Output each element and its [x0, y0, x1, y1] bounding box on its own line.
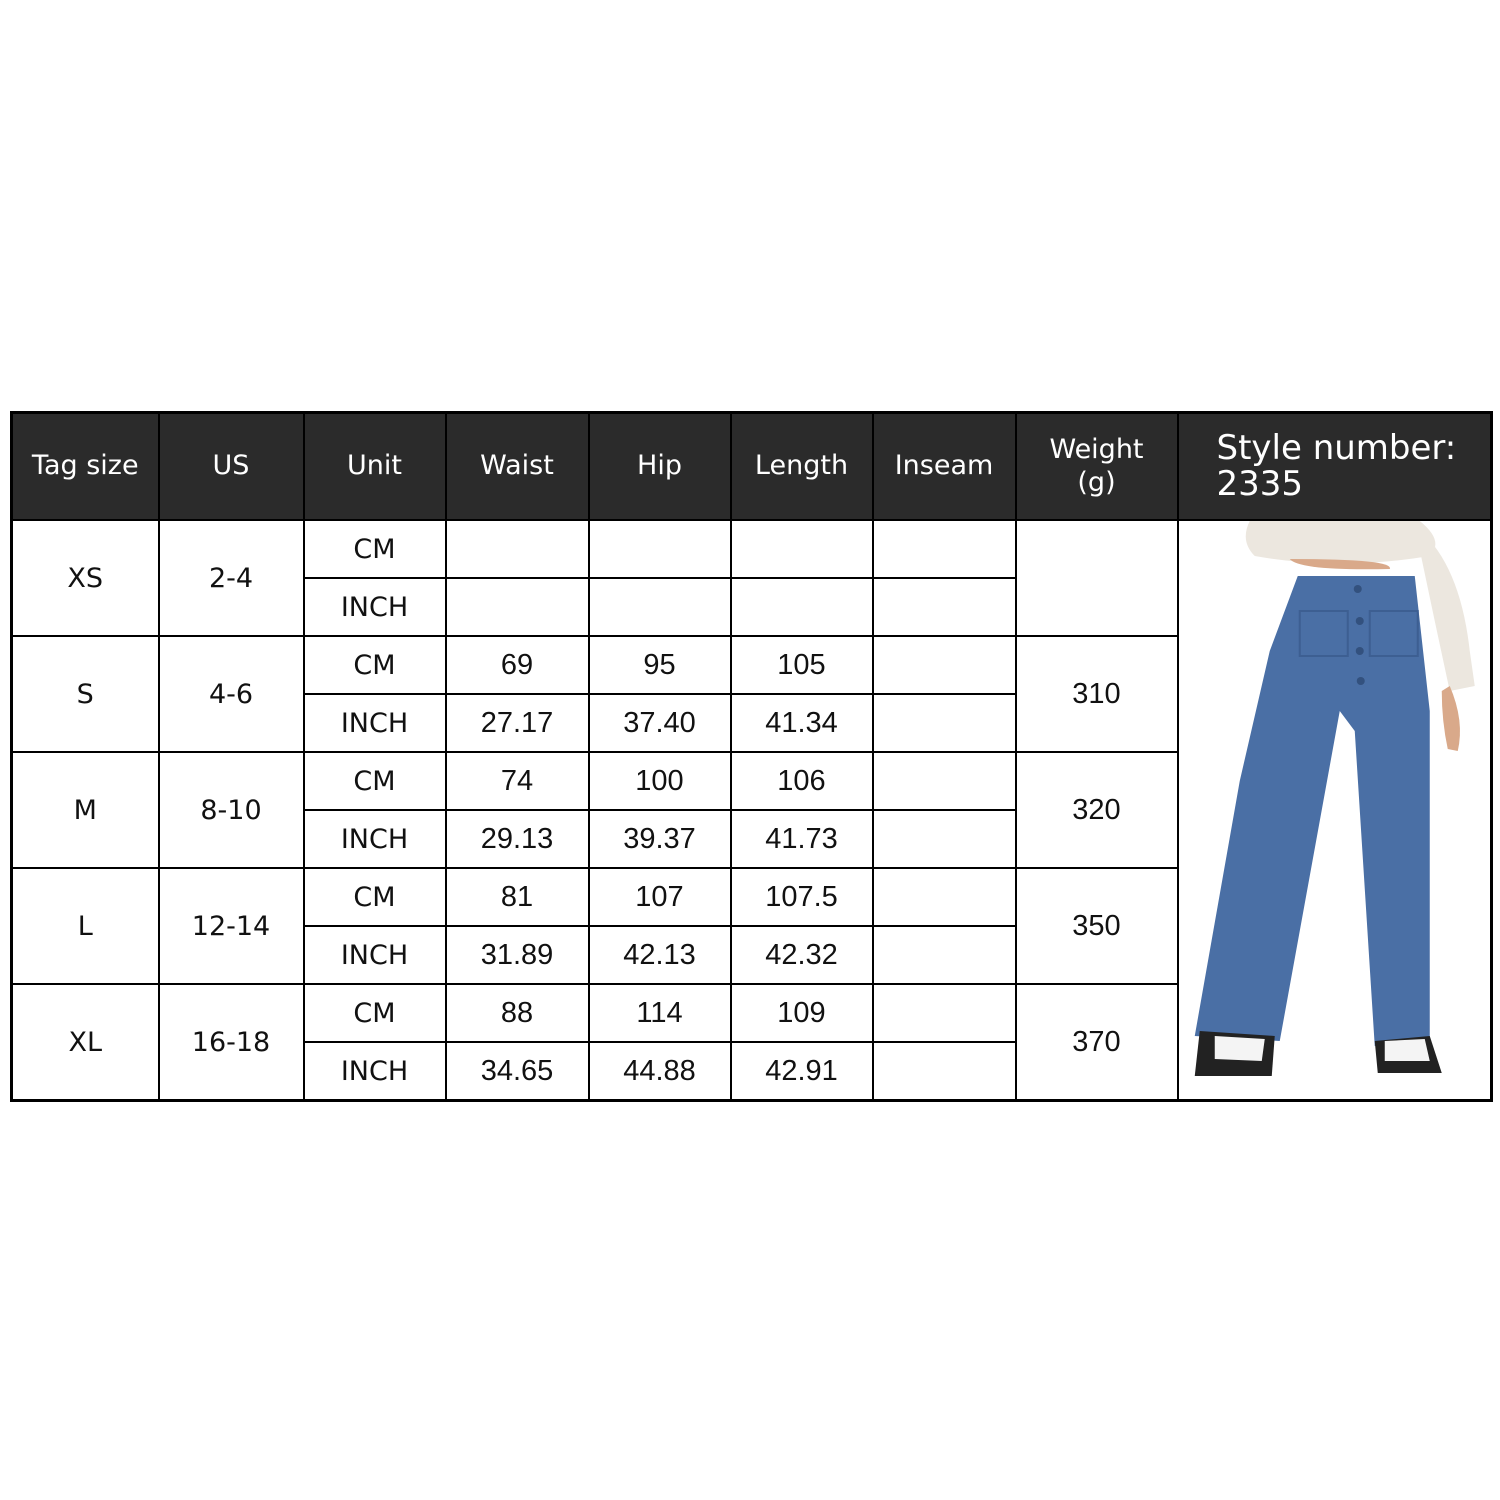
size-row-m-cm: M 8-10 CM 74 100 106 320: [10, 751, 1492, 869]
weight-cell: 310: [1014, 635, 1179, 753]
waist-cell: 31.89: [444, 925, 590, 985]
inseam-cell: [871, 577, 1017, 637]
header-inseam: Inseam: [871, 411, 1017, 521]
us-size-cell: 2-4: [157, 519, 305, 637]
unit-cell: INCH: [302, 925, 447, 985]
inseam-cell: [871, 867, 1017, 927]
waist-cell: 29.13: [444, 809, 590, 869]
waist-cell: 74: [444, 751, 590, 811]
size-row-xs-cm: XS 2-4 CM: [10, 519, 1493, 1102]
hip-cell: 114: [587, 983, 732, 1043]
size-row-xs-inch: INCH: [12, 577, 1492, 637]
size-row-l-inch: INCH 31.89 42.13 42.32: [12, 925, 1492, 985]
header-row: Tag size US Unit Waist Hip Length Inseam…: [10, 411, 1493, 521]
hip-cell: 37.40: [587, 693, 732, 753]
tag-size-cell: S: [10, 635, 160, 753]
hip-cell: 39.37: [587, 809, 732, 869]
product-image-cell: [1176, 519, 1493, 1102]
header-tag-size: Tag size: [10, 411, 160, 521]
us-size-cell: 12-14: [157, 867, 305, 985]
header-style-number: Style number: 2335: [1176, 411, 1493, 521]
us-size-cell: 16-18: [157, 983, 305, 1102]
length-cell: 41.73: [729, 809, 874, 869]
hip-cell: 100: [587, 751, 732, 811]
length-cell: 41.34: [729, 693, 874, 753]
size-row-l-cm: L 12-14 CM 81 107 107.5 350: [10, 867, 1492, 985]
header-weight: Weight (g): [1014, 411, 1179, 521]
length-cell: 105: [729, 635, 874, 695]
size-chart-table: Tag size US Unit Waist Hip Length Inseam…: [10, 411, 1493, 1102]
hip-cell: [587, 519, 732, 579]
weight-cell: [1014, 519, 1179, 637]
inseam-cell: [871, 693, 1017, 753]
waist-cell: 69: [444, 635, 590, 695]
pants-product-image: [1179, 521, 1490, 1086]
unit-cell: CM: [302, 519, 447, 579]
length-cell: 109: [729, 983, 874, 1043]
us-size-cell: 4-6: [157, 635, 305, 753]
unit-cell: INCH: [302, 577, 447, 637]
waist-cell: 34.65: [444, 1041, 590, 1102]
unit-cell: CM: [302, 635, 447, 695]
length-cell: 42.32: [729, 925, 874, 985]
size-row-s-inch: INCH 27.17 37.40 41.34: [12, 693, 1492, 753]
waist-cell: [444, 577, 590, 637]
inseam-cell: [871, 983, 1017, 1043]
unit-cell: INCH: [302, 809, 447, 869]
hip-cell: 107: [587, 867, 732, 927]
inseam-cell: [871, 519, 1017, 579]
inseam-cell: [871, 809, 1017, 869]
length-cell: [729, 577, 874, 637]
tag-size-cell: M: [10, 751, 160, 869]
us-size-cell: 8-10: [157, 751, 305, 869]
unit-cell: CM: [302, 867, 447, 927]
inseam-cell: [871, 1041, 1017, 1102]
size-row-s-cm: S 4-6 CM 69 95 105 310: [10, 635, 1492, 753]
length-cell: 107.5: [729, 867, 874, 927]
weight-label: Weight: [1049, 434, 1144, 466]
unit-cell: CM: [302, 983, 447, 1043]
waist-cell: [444, 519, 590, 579]
size-row-m-inch: INCH 29.13 39.37 41.73: [12, 809, 1492, 869]
unit-cell: INCH: [302, 1041, 447, 1102]
unit-cell: CM: [302, 751, 447, 811]
length-cell: 106: [729, 751, 874, 811]
size-row-xl-inch: INCH 34.65 44.88 42.91: [12, 1041, 1492, 1102]
hip-cell: [587, 577, 732, 637]
waist-cell: 27.17: [444, 693, 590, 753]
tag-size-cell: XL: [10, 983, 160, 1102]
tag-size-cell: XS: [10, 519, 160, 637]
size-row-xl-cm: XL 16-18 CM 88 114 109 370: [10, 983, 1492, 1102]
unit-cell: INCH: [302, 693, 447, 753]
waist-cell: 88: [444, 983, 590, 1043]
header-us: US: [157, 411, 305, 521]
header-hip: Hip: [587, 411, 732, 521]
header-unit: Unit: [302, 411, 447, 521]
hip-cell: 42.13: [587, 925, 732, 985]
inseam-cell: [871, 751, 1017, 811]
hip-cell: 44.88: [587, 1041, 732, 1102]
waist-cell: 81: [444, 867, 590, 927]
inseam-cell: [871, 925, 1017, 985]
tag-size-cell: L: [10, 867, 160, 985]
style-number: 2335: [1216, 463, 1304, 504]
weight-cell: 320: [1014, 751, 1179, 869]
header-waist: Waist: [444, 411, 590, 521]
style-label: Style number:: [1216, 427, 1457, 468]
header-length: Length: [729, 411, 874, 521]
length-cell: [729, 519, 874, 579]
inseam-cell: [871, 635, 1017, 695]
weight-cell: 350: [1014, 867, 1179, 985]
weight-unit: (g): [1077, 466, 1116, 498]
weight-cell: 370: [1014, 983, 1179, 1102]
length-cell: 42.91: [729, 1041, 874, 1102]
hip-cell: 95: [587, 635, 732, 695]
